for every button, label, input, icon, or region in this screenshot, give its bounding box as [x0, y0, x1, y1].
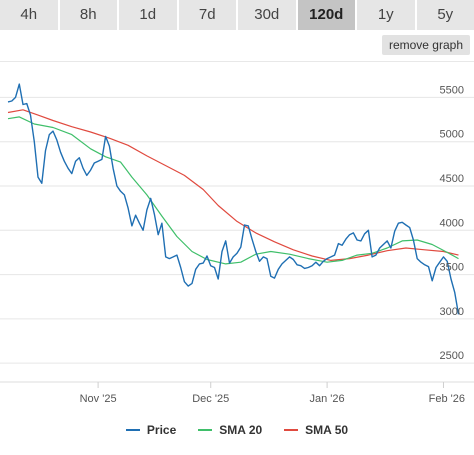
legend-item-sma-20[interactable]: SMA 20 [198, 423, 262, 437]
y-tick-label: 5000 [440, 129, 464, 141]
legend-swatch [284, 429, 299, 431]
x-tick-label: Jan '26 [310, 393, 345, 405]
chart-legend: Price SMA 20 SMA 50 [0, 420, 474, 440]
legend-swatch [198, 429, 213, 431]
legend-label: Price [146, 423, 177, 437]
sma-50-line [7, 109, 459, 261]
tab-7d[interactable]: 7d [178, 0, 236, 30]
legend-swatch [125, 429, 140, 431]
tab-1d[interactable]: 1d [119, 0, 177, 30]
x-tick-label: Nov '25 [80, 393, 117, 405]
tab-8h[interactable]: 8h [59, 0, 117, 30]
price-line [7, 83, 460, 315]
remove-graph-button[interactable]: remove graph [381, 35, 470, 55]
y-tick-label: 2500 [440, 350, 464, 362]
legend-label: SMA 20 [219, 423, 263, 437]
y-tick-label: 4500 [440, 173, 464, 185]
legend-item-sma-50[interactable]: SMA 50 [284, 423, 348, 437]
y-tick-label: 3500 [440, 262, 464, 274]
y-tick-label: 4000 [440, 217, 464, 229]
x-tick-label: Feb '26 [429, 393, 465, 405]
price-chart: 2500 3000 3500 4000 4500 5000 5500 Nov '25 Dec '… [0, 83, 474, 405]
divider [0, 61, 474, 62]
y-tick-label: 3000 [440, 306, 464, 318]
sma-20-line [7, 116, 459, 265]
tab-120d[interactable]: 120d [297, 0, 355, 30]
y-tick-label: 5500 [440, 84, 464, 96]
legend-item-price[interactable]: Price [125, 423, 177, 437]
tab-1y[interactable]: 1y [357, 0, 415, 30]
x-tick-label: Dec '25 [192, 393, 229, 405]
timeframe-tabs: 4h 8h 1d 7d 30d 120d 1y 5y [0, 0, 474, 30]
legend-label: SMA 50 [305, 423, 349, 437]
tab-4h[interactable]: 4h [0, 0, 58, 30]
tab-30d[interactable]: 30d [238, 0, 296, 30]
tab-5y[interactable]: 5y [416, 0, 474, 30]
